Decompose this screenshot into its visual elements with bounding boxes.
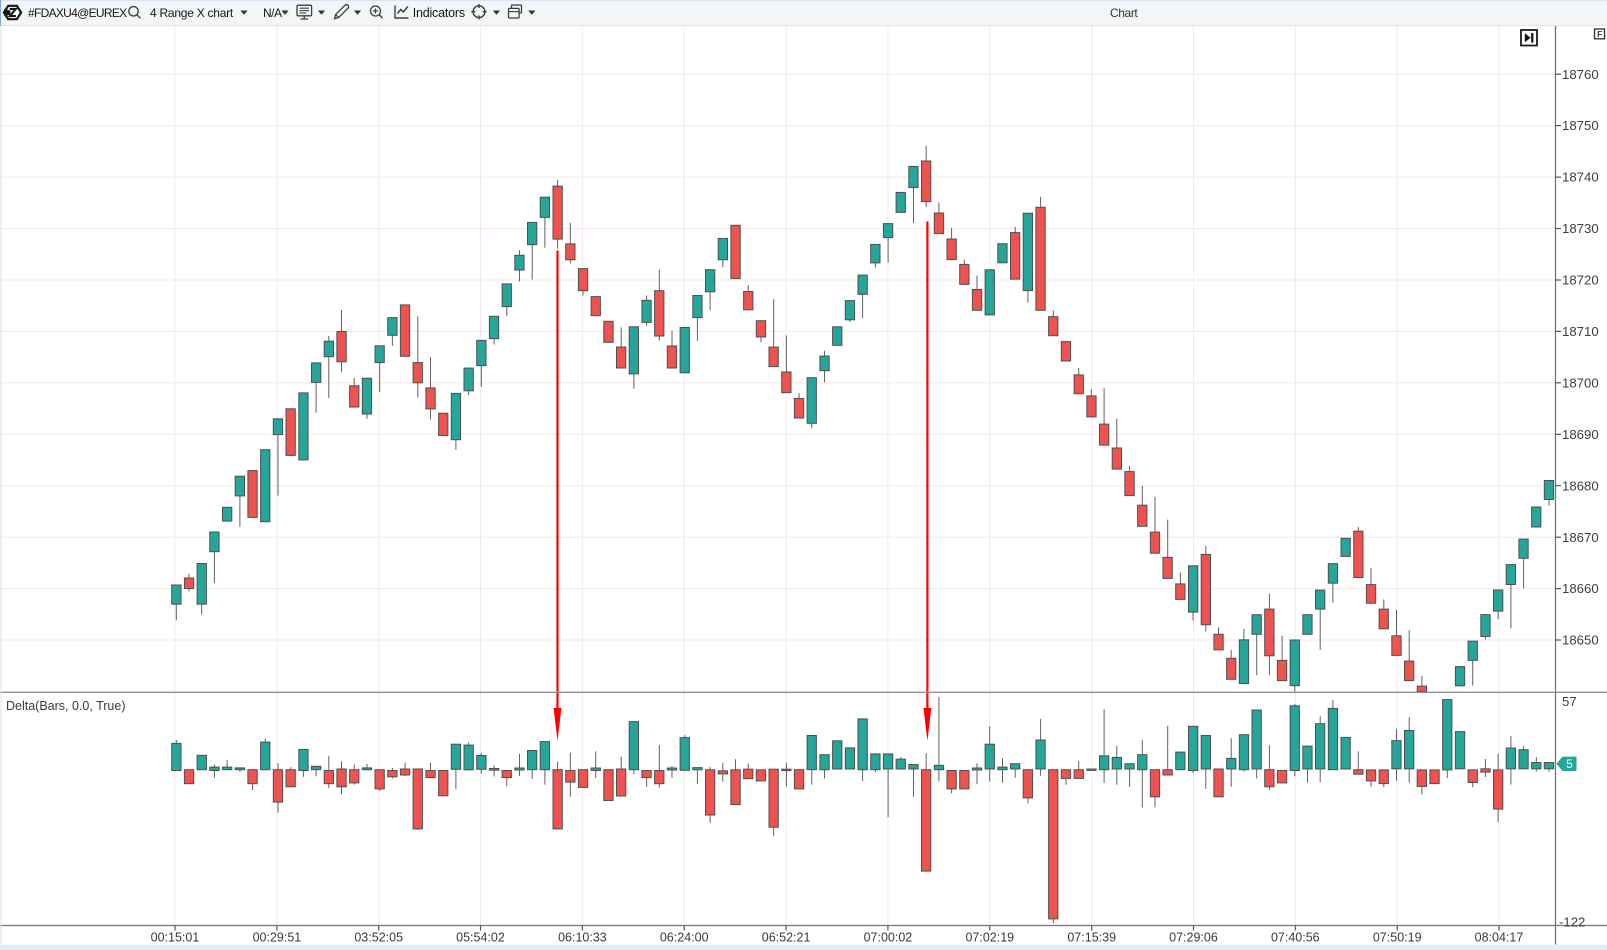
- svg-text:07:15:39: 07:15:39: [1067, 931, 1116, 945]
- svg-text:18690: 18690: [1562, 427, 1599, 442]
- svg-text:5: 5: [1566, 757, 1573, 771]
- svg-text:F: F: [1597, 29, 1602, 39]
- svg-text:18660: 18660: [1562, 581, 1599, 596]
- svg-text:08:04:17: 08:04:17: [1475, 931, 1524, 945]
- svg-text:00:15:01: 00:15:01: [151, 931, 200, 945]
- svg-text:57: 57: [1562, 694, 1577, 709]
- svg-text:05:54:02: 05:54:02: [456, 931, 505, 945]
- svg-text:18730: 18730: [1562, 221, 1599, 236]
- svg-text:Delta(Bars, 0.0, True): Delta(Bars, 0.0, True): [6, 699, 126, 713]
- svg-text:07:02:19: 07:02:19: [965, 931, 1014, 945]
- svg-text:18680: 18680: [1562, 478, 1599, 493]
- svg-text:07:40:56: 07:40:56: [1271, 931, 1320, 945]
- svg-text:07:29:06: 07:29:06: [1169, 931, 1218, 945]
- svg-text:18720: 18720: [1562, 273, 1599, 288]
- svg-text:18750: 18750: [1562, 118, 1599, 133]
- svg-text:07:00:02: 07:00:02: [864, 931, 913, 945]
- svg-text:18700: 18700: [1562, 375, 1599, 390]
- svg-text:06:52:21: 06:52:21: [762, 931, 811, 945]
- svg-text:00:29:51: 00:29:51: [253, 931, 302, 945]
- svg-text:07:50:19: 07:50:19: [1373, 931, 1422, 945]
- svg-text:18740: 18740: [1562, 170, 1599, 185]
- svg-text:06:10:33: 06:10:33: [558, 931, 607, 945]
- svg-text:18710: 18710: [1562, 324, 1599, 339]
- svg-text:18760: 18760: [1562, 67, 1599, 82]
- svg-text:06:24:00: 06:24:00: [660, 931, 709, 945]
- svg-text:-122: -122: [1559, 915, 1585, 930]
- svg-text:18650: 18650: [1562, 633, 1599, 648]
- svg-text:03:52:05: 03:52:05: [354, 931, 403, 945]
- svg-text:18670: 18670: [1562, 530, 1599, 545]
